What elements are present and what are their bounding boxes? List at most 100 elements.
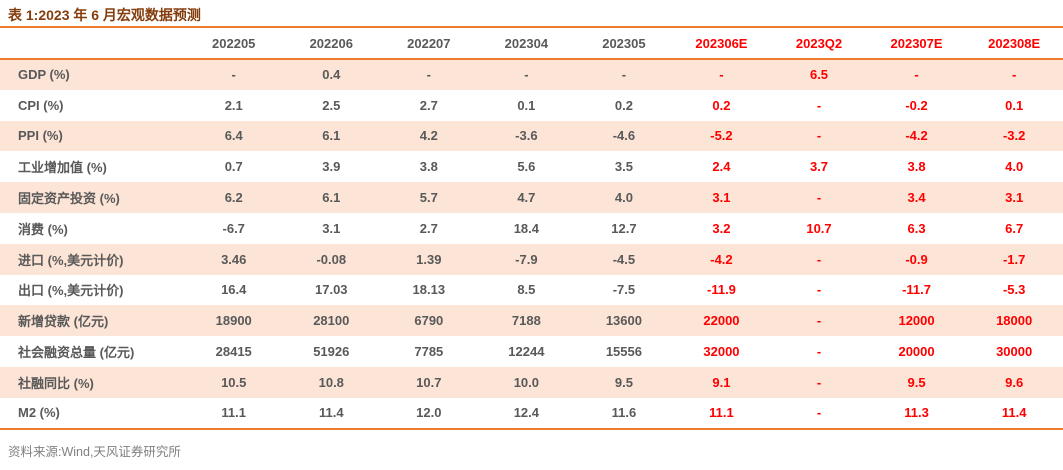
row-label: 固定资产投资 (%) bbox=[18, 191, 120, 207]
cell: 3.1 bbox=[1005, 190, 1024, 206]
cell: - bbox=[816, 190, 822, 206]
row-label: 工业增加值 (%) bbox=[18, 160, 107, 176]
column-header: 202308E bbox=[965, 28, 1063, 60]
table-row: 社融同比 (%) 10.5 10.8 10.7 10.0 9.5 9.1 - 9.5 9.6 bbox=[0, 366, 1063, 398]
cell: 2.5 bbox=[322, 97, 341, 113]
table-row: PPI (%) 6.4 6.1 4.2 -3.6 -4.6 -5.2 - -4.2 -3.2 bbox=[0, 120, 1063, 152]
row-label: 消费 (%) bbox=[18, 221, 68, 237]
cell: 8.5 bbox=[517, 282, 536, 298]
cell: - bbox=[816, 313, 822, 329]
column-header: 202207 bbox=[380, 28, 478, 60]
cell: - bbox=[816, 282, 822, 298]
cell: -6.7 bbox=[222, 220, 245, 236]
cell: 6.5 bbox=[809, 67, 829, 83]
cell: 9.5 bbox=[614, 374, 633, 390]
cell: 7785 bbox=[414, 344, 444, 360]
cell: 0.1 bbox=[1005, 97, 1024, 113]
cell: 3.1 bbox=[712, 190, 731, 206]
row-label: M2 (%) bbox=[18, 405, 60, 421]
cell: 18.13 bbox=[412, 282, 446, 298]
cell: 28415 bbox=[215, 344, 252, 360]
row-label: GDP (%) bbox=[18, 67, 70, 83]
cell: 12000 bbox=[898, 313, 935, 329]
cell: 6.7 bbox=[1005, 220, 1024, 236]
cell: 18.4 bbox=[513, 220, 540, 236]
cell: 2.1 bbox=[224, 97, 243, 113]
cell: 7188 bbox=[511, 313, 541, 329]
cell: 6790 bbox=[414, 313, 444, 329]
cell: 10.5 bbox=[221, 374, 247, 390]
cell: 32000 bbox=[703, 344, 740, 360]
cell: 0.4 bbox=[322, 67, 341, 83]
cell: 15556 bbox=[605, 344, 642, 360]
macro-forecast-table: 202205 202206 202207 202304 202305 202306E 202… bbox=[0, 28, 1063, 430]
cell: -4.6 bbox=[612, 128, 636, 144]
cell: 0.1 bbox=[517, 97, 536, 113]
cell: - bbox=[1011, 67, 1017, 83]
column-header: 202305 bbox=[575, 28, 673, 60]
cell: - bbox=[914, 67, 919, 83]
table-row: 消费 (%) -6.7 3.1 2.7 18.4 12.7 3.2 10.7 6.3 6.7 bbox=[0, 213, 1063, 244]
row-label: 社融同比 (%) bbox=[18, 375, 94, 391]
source-note: 资料来源:Wind,天风证券研究所 bbox=[8, 444, 181, 459]
table-title: 表 1:2023 年 6 月宏观数据预测 bbox=[0, 0, 1063, 28]
cell: 9.6 bbox=[1005, 374, 1024, 390]
cell: 6.4 bbox=[224, 128, 243, 144]
row-label: 进口 (%,美元计价) bbox=[18, 252, 124, 268]
cell: 5.7 bbox=[419, 190, 438, 206]
cell: - bbox=[524, 67, 529, 83]
cell: -1.7 bbox=[1002, 251, 1026, 267]
cell: -11.7 bbox=[902, 282, 932, 298]
cell: 11.4 bbox=[1001, 405, 1027, 421]
cell: 4.2 bbox=[419, 128, 438, 144]
cell: 10.7 bbox=[416, 374, 442, 390]
cell: -0.08 bbox=[316, 251, 347, 267]
cell: 11.1 bbox=[221, 405, 247, 421]
cell: 11.6 bbox=[611, 405, 637, 421]
cell: 3.9 bbox=[322, 159, 341, 175]
cell: 12.7 bbox=[611, 220, 637, 236]
cell: 6.1 bbox=[322, 190, 341, 206]
cell: 11.3 bbox=[904, 405, 929, 421]
cell: 9.1 bbox=[712, 374, 731, 390]
column-header: 202206 bbox=[282, 28, 381, 60]
table-row: GDP (%) - 0.4 - - - - 6.5 - - bbox=[0, 59, 1063, 90]
header-row: 202205 202206 202207 202304 202305 202306E 202… bbox=[0, 28, 1063, 60]
column-header: 202205 bbox=[184, 28, 283, 60]
cell: 1.39 bbox=[416, 251, 442, 267]
cell: 6.2 bbox=[224, 190, 243, 206]
cell: 4.0 bbox=[614, 190, 633, 206]
cell: 11.4 bbox=[318, 405, 344, 421]
cell: -4.2 bbox=[905, 128, 928, 144]
row-label: 新增贷款 (亿元) bbox=[18, 314, 109, 330]
table-row: 工业增加值 (%) 0.7 3.9 3.8 5.6 3.5 2.4 3.7 3.8 4.0 bbox=[0, 151, 1063, 182]
cell: - bbox=[816, 344, 822, 360]
cell: 18000 bbox=[996, 313, 1033, 329]
cell: -4.5 bbox=[612, 251, 636, 267]
column-header: 202306E bbox=[672, 28, 771, 60]
cell: - bbox=[231, 67, 236, 83]
cell: 17.03 bbox=[315, 282, 348, 298]
table-row: 社会融资总量 (亿元) 28415 51926 7785 12244 15556 32000… bbox=[0, 336, 1063, 367]
table-header: 202205 202206 202207 202304 202305 202306E 202… bbox=[0, 28, 1063, 60]
cell: - bbox=[816, 374, 822, 390]
cell: -5.2 bbox=[710, 128, 733, 144]
column-header: 202304 bbox=[477, 28, 576, 60]
cell: 3.4 bbox=[907, 190, 926, 206]
cell: -11.9 bbox=[707, 282, 736, 298]
column-header: 202307E bbox=[867, 28, 966, 60]
cell: - bbox=[426, 67, 431, 83]
cell: 3.8 bbox=[419, 159, 438, 175]
cell: 12.0 bbox=[416, 405, 442, 421]
cell: 18900 bbox=[215, 313, 252, 329]
cell: -3.6 bbox=[515, 128, 538, 144]
cell: 2.7 bbox=[419, 220, 438, 236]
cell: -0.2 bbox=[905, 97, 928, 113]
cell: 3.46 bbox=[221, 251, 247, 267]
cell: - bbox=[816, 128, 822, 144]
cell: 10.8 bbox=[318, 374, 344, 390]
cell: 30000 bbox=[996, 344, 1033, 360]
table-row: 新增贷款 (亿元) 18900 28100 6790 7188 13600 22000 - 12… bbox=[0, 305, 1063, 337]
cell: 10.7 bbox=[806, 220, 832, 236]
cell: 5.6 bbox=[517, 159, 536, 175]
